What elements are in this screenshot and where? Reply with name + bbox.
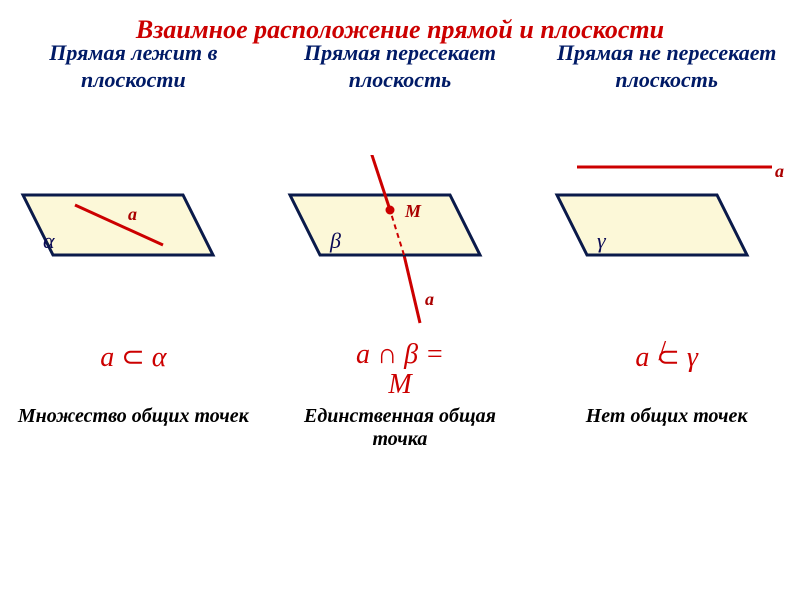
plane-letter-beta: β (329, 228, 341, 253)
formula-3: a ⊂/ γ (635, 340, 698, 405)
desc-2: Единственная общая точка (275, 405, 525, 451)
col-title-2: Прямая пересекает плоскость (275, 35, 525, 155)
diagram-in-plane: a α (13, 155, 253, 325)
formula-1-prefix: a (100, 342, 121, 373)
formula-2: a ∩ β = M (356, 340, 444, 405)
plane-shape-2 (290, 195, 480, 255)
formula-3-text: a ⊂/ γ (635, 342, 698, 373)
line-label-a: a (128, 204, 137, 224)
desc-1: Множество общих точек (18, 405, 249, 428)
point-label-m: M (404, 201, 422, 221)
plane-shape-3 (557, 195, 747, 255)
columns-container: Прямая лежит в плоскости a α a ⊂ α Множе… (0, 35, 800, 451)
formula-2-line1: a ∩ β = (356, 339, 444, 370)
col-title-3: Прямая не пересекает плоскость (542, 35, 792, 155)
point-m (385, 206, 394, 215)
formula-1: a ⊂ α (100, 340, 166, 405)
formula-1-suffix: α (145, 342, 167, 373)
diagram-parallel: a γ (547, 155, 787, 325)
diagram-intersects: M β a (280, 155, 520, 325)
plane-letter-alpha: α (43, 228, 55, 253)
col-title-1: Прямая лежит в плоскости (8, 35, 258, 155)
line-a-below (404, 255, 420, 323)
column-intersects: Прямая пересекает плоскость M β a a ∩ β … (275, 35, 525, 451)
formula-1-symbol: ⊂ (121, 342, 144, 373)
formula-2-line2: M (388, 369, 411, 400)
line-label-a-3: a (775, 161, 784, 181)
column-in-plane: Прямая лежит в плоскости a α a ⊂ α Множе… (8, 35, 258, 451)
column-parallel: Прямая не пересекает плоскость a γ a ⊂/ … (542, 35, 792, 451)
line-label-a-2: a (425, 289, 434, 309)
desc-3: Нет общих точек (586, 405, 748, 428)
plane-letter-gamma: γ (597, 228, 607, 253)
